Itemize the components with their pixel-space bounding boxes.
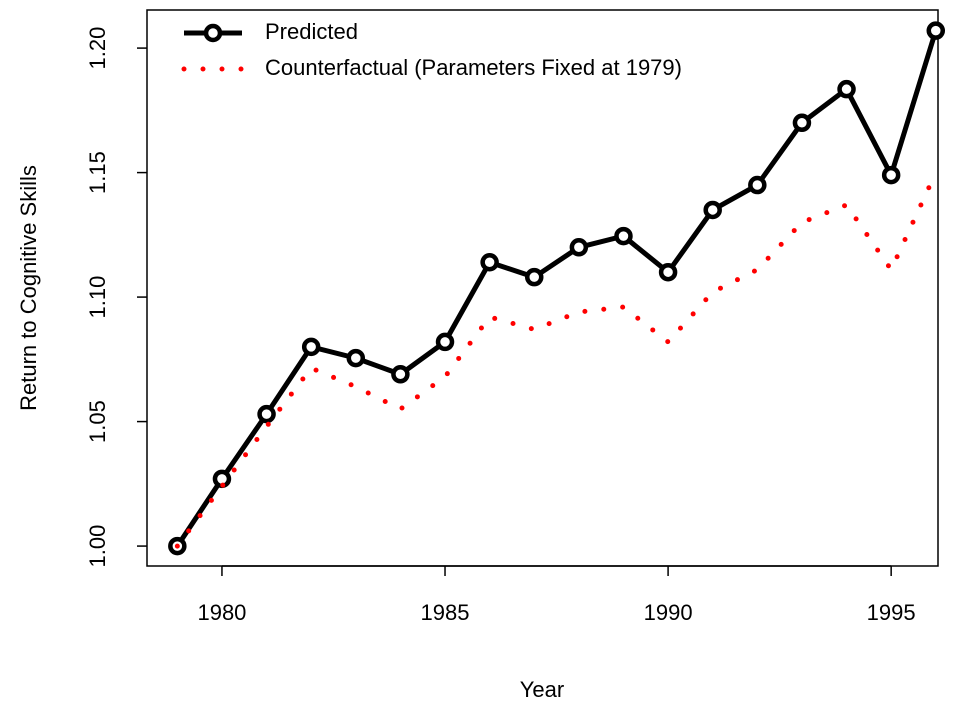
plot-frame	[146, 9, 939, 567]
data-point	[926, 21, 946, 40]
series-line	[175, 29, 939, 548]
data-point	[435, 332, 455, 352]
data-point	[614, 226, 633, 246]
data-point	[346, 348, 366, 368]
data-point	[301, 337, 321, 357]
y-tick-label: 1.05	[85, 400, 110, 443]
x-tick-label: 1990	[644, 600, 693, 625]
data-point	[480, 252, 499, 272]
data-point	[658, 262, 678, 282]
data-point	[524, 267, 544, 287]
y-axis-label: Return to Cognitive Skills	[16, 165, 41, 411]
data-point	[837, 79, 856, 99]
data-point	[569, 238, 589, 257]
series-line	[174, 170, 939, 549]
x-tick-label: 1985	[421, 600, 470, 625]
data-point	[748, 175, 767, 195]
x-axis-label: Year	[520, 677, 564, 702]
x-tick-label: 1980	[197, 600, 246, 625]
x-tick-label: 1995	[867, 600, 916, 625]
data-point	[792, 113, 812, 133]
legend-point	[203, 23, 223, 43]
y-tick-label: 1.20	[85, 27, 110, 70]
data-point	[881, 165, 901, 185]
data-point	[391, 365, 410, 384]
y-tick-label: 1.10	[85, 276, 110, 319]
data-point	[257, 404, 276, 424]
legend-label: Counterfactual (Parameters Fixed at 1979…	[265, 55, 682, 80]
y-tick-label: 1.00	[85, 525, 110, 568]
legend-label: Predicted	[265, 19, 358, 44]
data-point	[703, 200, 722, 220]
y-tick-label: 1.15	[85, 151, 110, 194]
